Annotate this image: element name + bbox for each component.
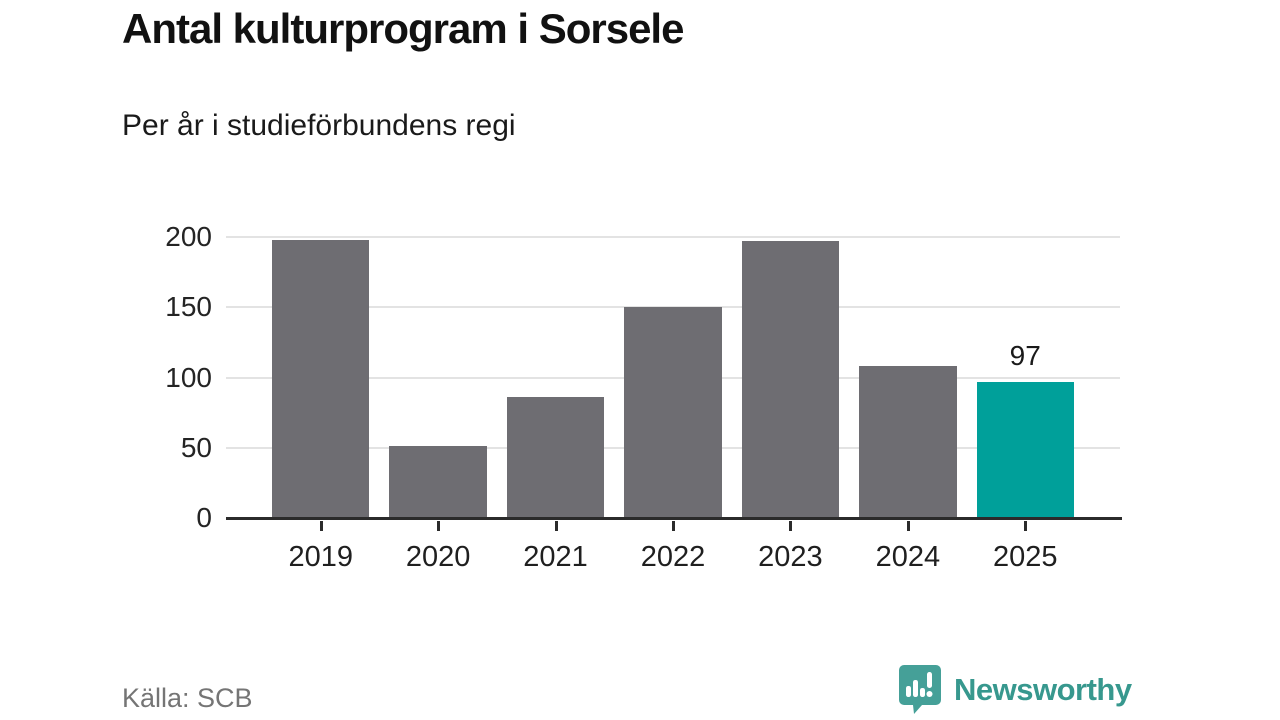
bars-row: 2019 2020 2021 2022 2023 2024 97 2025 — [226, 237, 1120, 573]
bar-slot: 2023 — [741, 237, 840, 573]
x-axis-line — [226, 517, 1122, 520]
bar-2019 — [272, 239, 370, 518]
plot-area: 2019 2020 2021 2022 2023 2024 97 2025 — [226, 236, 1120, 573]
y-axis: 0 50 100 150 200 — [90, 221, 212, 533]
x-axis-label: 2024 — [875, 541, 941, 573]
chart-subtitle: Per år i studieförbundens regi — [122, 109, 516, 142]
x-axis-label: 2022 — [640, 541, 706, 573]
bar-slot: 2022 — [624, 237, 722, 573]
newsworthy-logo: Newsworthy — [898, 664, 1132, 716]
axis-tick — [671, 521, 675, 531]
newsworthy-logo-icon — [898, 664, 942, 716]
axis-tick — [906, 521, 910, 531]
bar-slot: 2020 — [389, 237, 487, 573]
axis-tick — [437, 521, 441, 531]
gridline — [226, 236, 1120, 238]
bar-2024 — [859, 366, 957, 518]
x-axis-label: 2025 — [992, 541, 1058, 573]
bar-2025 — [976, 381, 1074, 518]
y-axis-label: 50 — [180, 431, 212, 463]
axis-tick — [1024, 521, 1028, 531]
bar-2020 — [389, 446, 487, 518]
newsworthy-wordmark: Newsworthy — [954, 672, 1132, 707]
x-axis-label: 2019 — [288, 541, 353, 573]
axis-tick — [789, 521, 793, 531]
y-axis-label: 200 — [165, 221, 212, 252]
y-axis-label: 100 — [165, 361, 212, 393]
bar-slot: 97 2025 — [976, 237, 1074, 573]
value-label: 97 — [1009, 339, 1041, 371]
y-axis-label: 150 — [165, 291, 212, 323]
axis-tick — [319, 521, 323, 531]
x-axis-label: 2020 — [405, 541, 471, 573]
source-label: Källa: SCB — [122, 683, 253, 713]
bar-2022 — [624, 307, 722, 518]
x-axis-label: 2023 — [758, 541, 823, 573]
bar-slot: 2024 — [859, 237, 957, 573]
bar-2023 — [741, 241, 840, 518]
axis-tick — [554, 521, 558, 531]
bar-slot: 2019 — [272, 237, 370, 573]
bar-2021 — [506, 397, 605, 518]
bar-slot: 2021 — [506, 237, 605, 573]
x-axis-label: 2021 — [523, 541, 588, 573]
page-title: Antal kulturprogram i Sorsele — [122, 5, 684, 52]
y-axis-label: 0 — [196, 502, 212, 533]
